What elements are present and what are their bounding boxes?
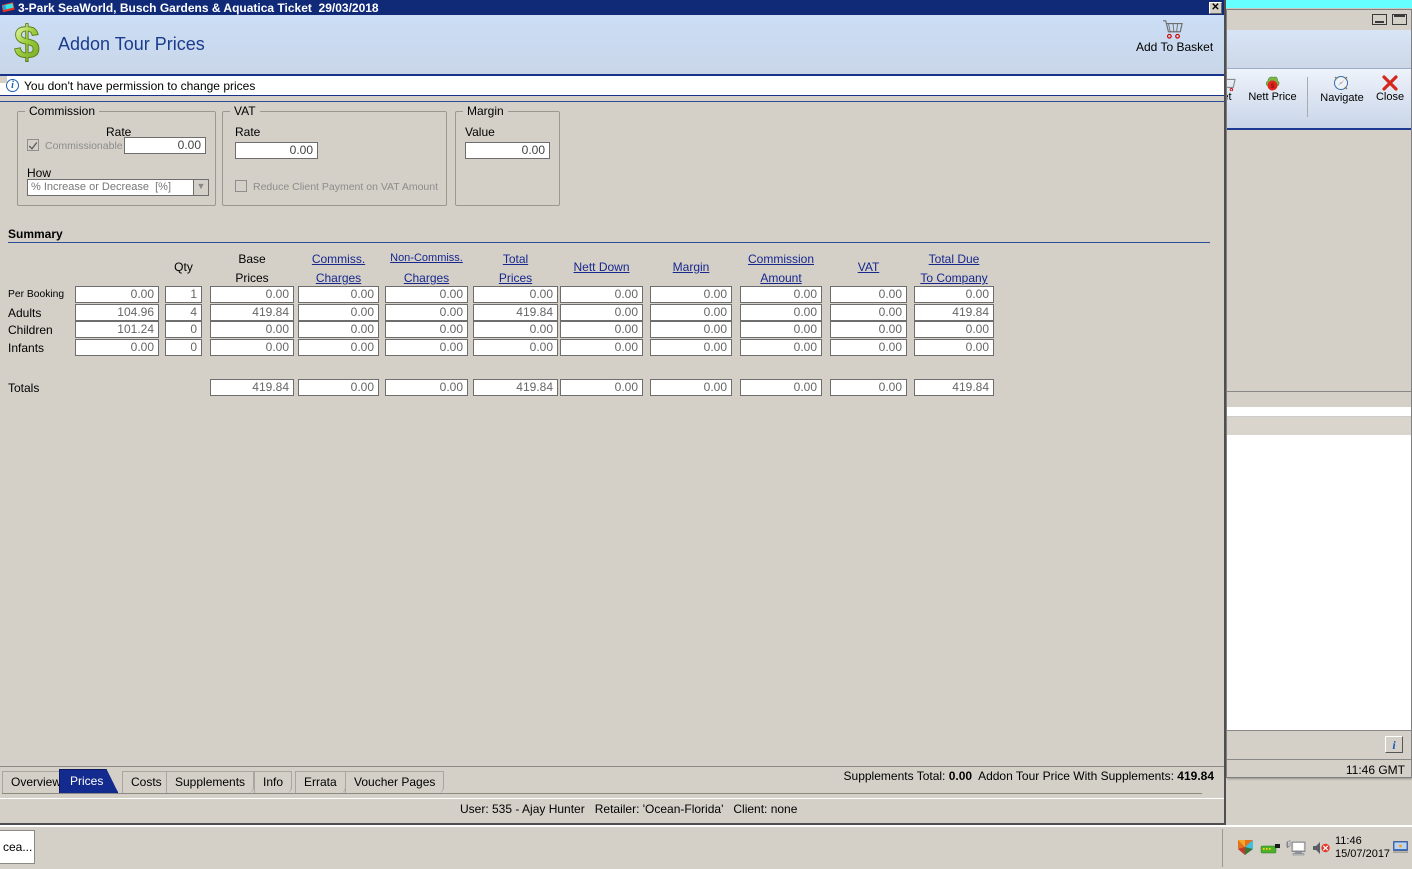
svg-text:$: $	[1271, 83, 1275, 90]
svg-text:$: $	[14, 21, 40, 67]
